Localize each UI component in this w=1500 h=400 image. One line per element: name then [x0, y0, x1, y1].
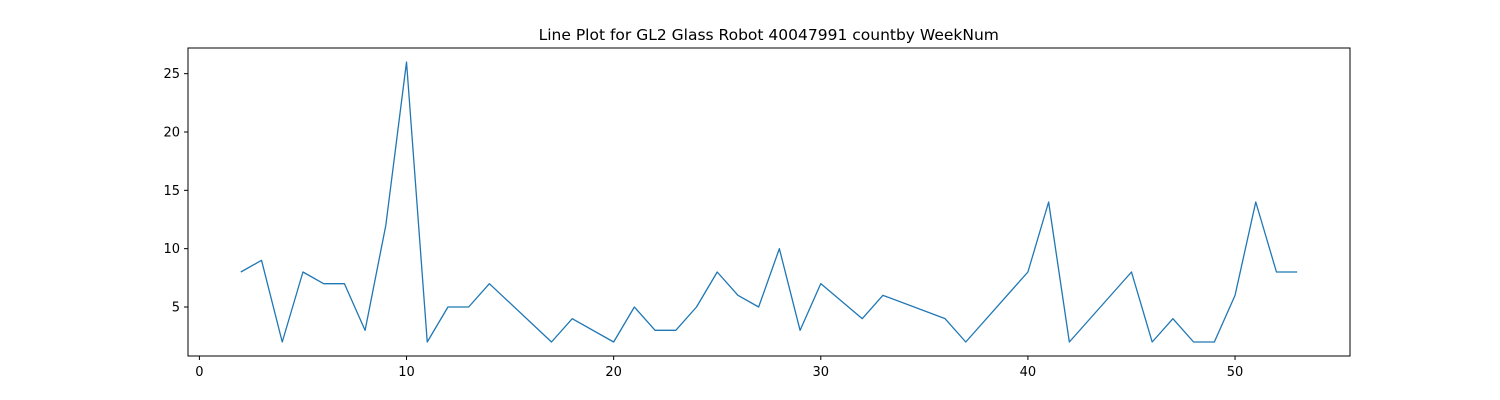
x-tick-label: 20	[605, 365, 622, 380]
x-axis: 0 10 20 30 40 50	[195, 356, 1243, 380]
y-tick-label: 20	[163, 126, 180, 141]
axes-frame	[187, 47, 1351, 357]
x-tick-label: 10	[398, 365, 415, 380]
x-tick-label: 50	[1227, 365, 1244, 380]
x-tick-label: 40	[1020, 365, 1037, 380]
y-tick-label: 10	[163, 242, 180, 257]
x-tick-label: 0	[195, 365, 203, 380]
y-tick-label: 15	[163, 184, 180, 199]
chart-title: Line Plot for GL2 Glass Robot 40047991 c…	[539, 26, 999, 44]
plot-area	[240, 61, 1298, 343]
y-tick-label: 5	[172, 301, 180, 316]
y-tick-label: 25	[163, 67, 180, 82]
y-axis: 5 10 15 20 25	[163, 67, 188, 316]
x-tick-label: 30	[813, 365, 830, 380]
series-line	[240, 61, 1298, 343]
